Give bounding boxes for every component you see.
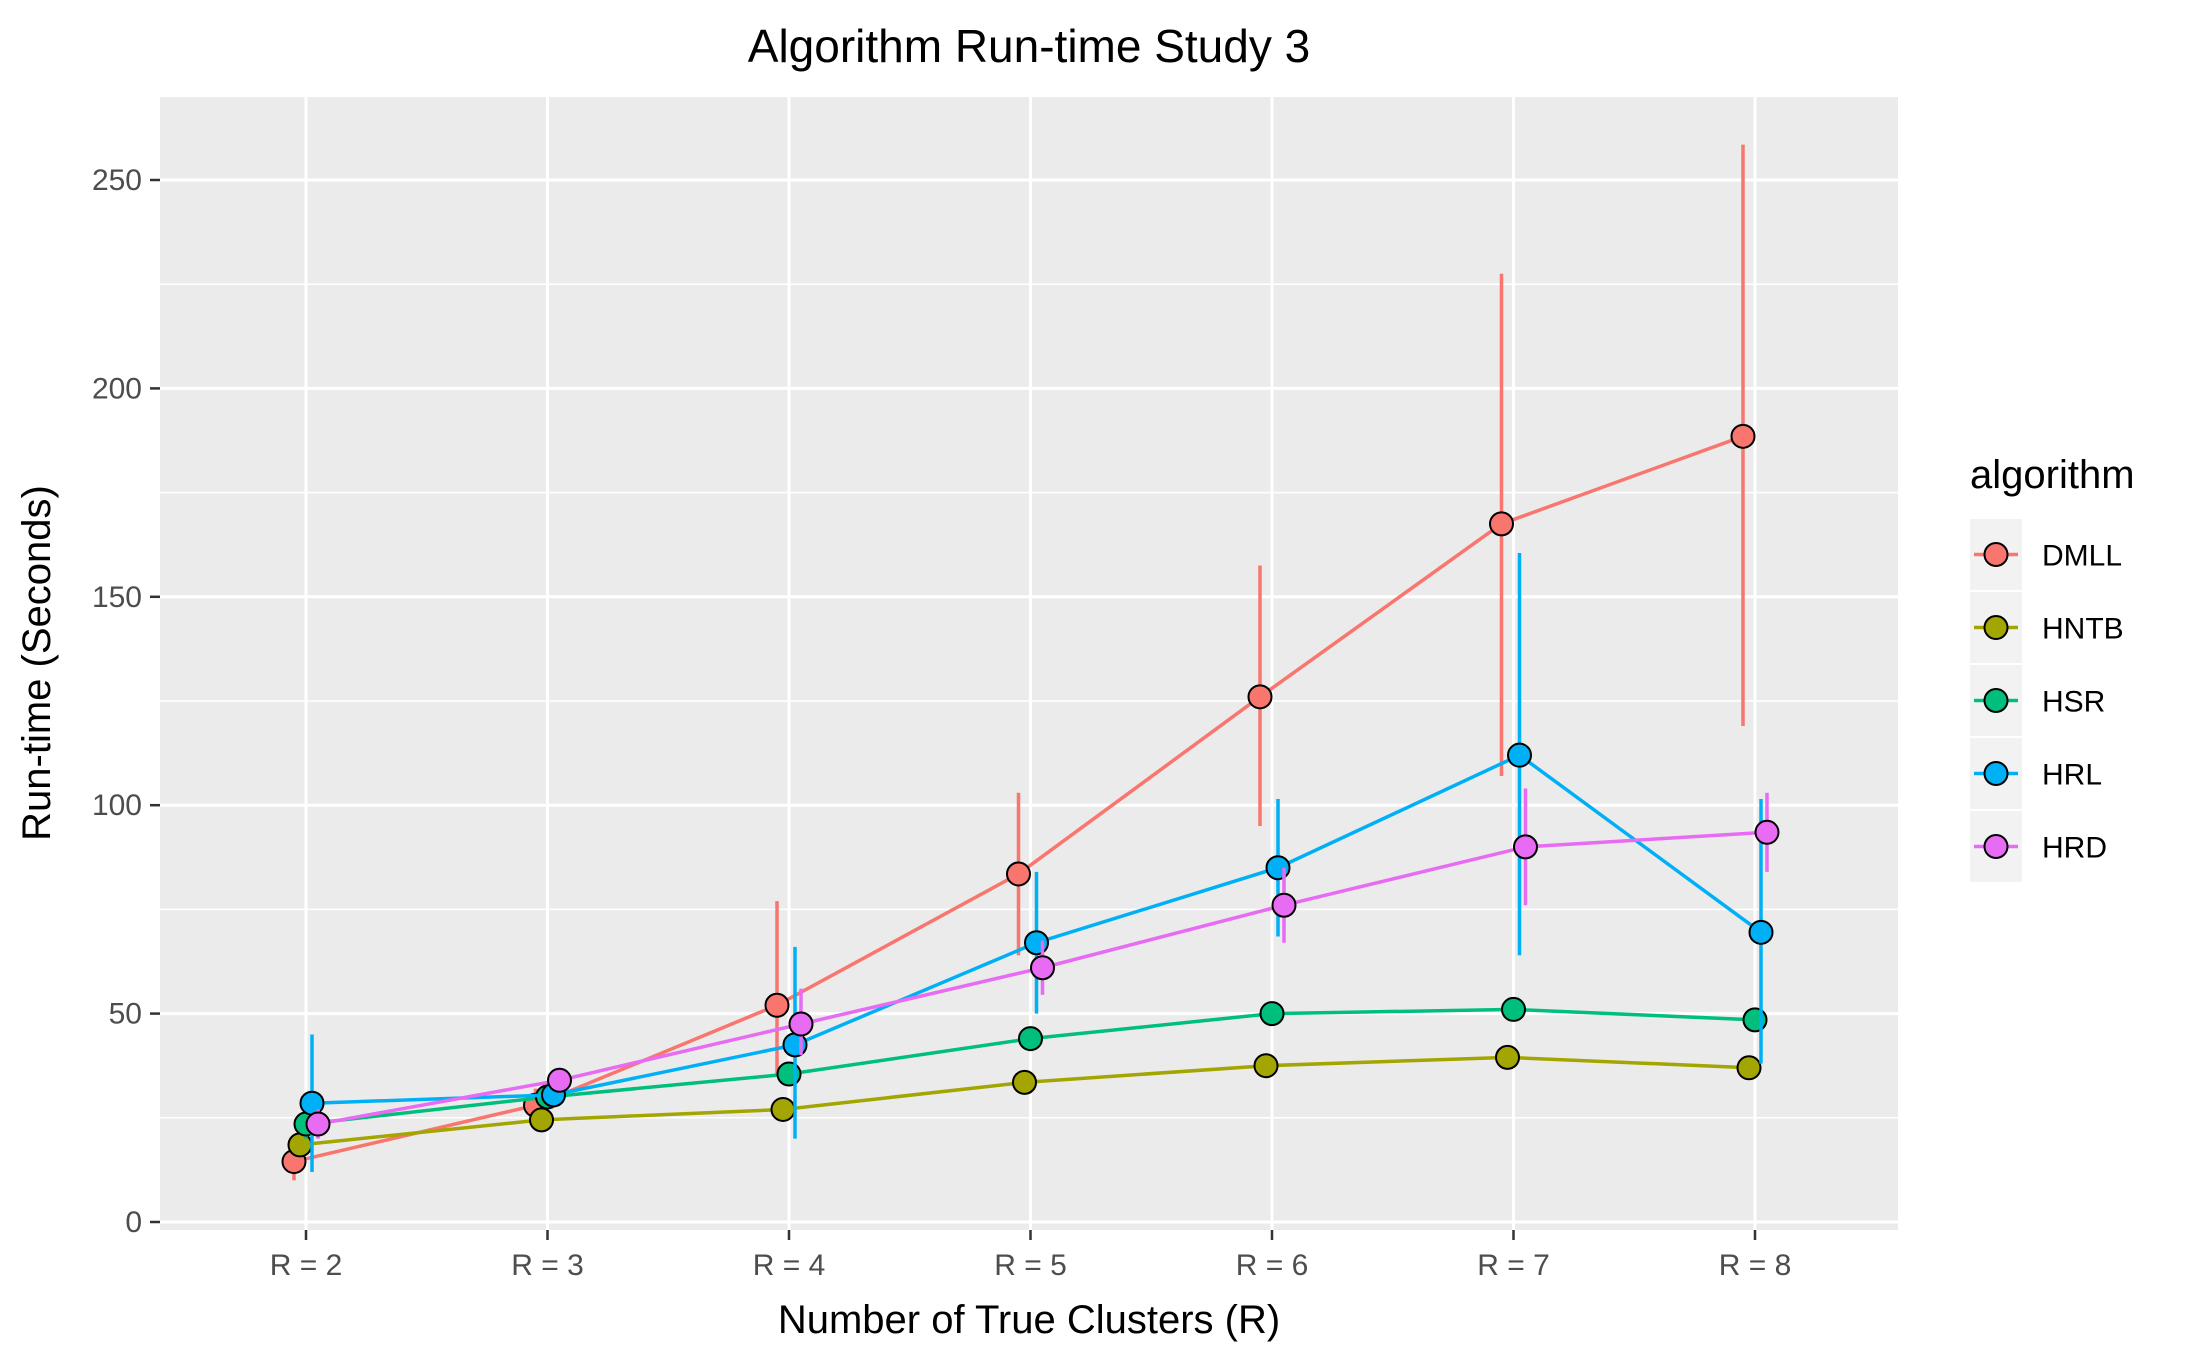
data-point <box>782 1032 808 1058</box>
data-point <box>1501 996 1526 1022</box>
series-layer <box>281 144 1780 1181</box>
legend-label: HRL <box>2042 759 2102 792</box>
legend-item-hntb: HNTB <box>1970 592 2124 663</box>
x-tick-label: R = 3 <box>511 1249 584 1282</box>
data-point <box>1742 1007 1768 1033</box>
y-tick-label: 150 <box>92 581 142 614</box>
data-point <box>788 1011 814 1037</box>
data-point <box>1006 861 1031 887</box>
x-tick-label: R = 8 <box>1719 1249 1792 1282</box>
data-point <box>529 1107 554 1133</box>
legend: algorithm DMLL HNTB HSR HRL HRD <box>1970 453 2135 882</box>
x-tick-label: R = 6 <box>1236 1249 1309 1282</box>
legend-label: DMLL <box>2042 540 2122 573</box>
y-tick-label: 250 <box>92 164 142 197</box>
data-point <box>1748 919 1774 945</box>
data-point <box>1024 930 1049 956</box>
data-point <box>1730 423 1756 449</box>
data-point <box>1495 1044 1520 1070</box>
data-point <box>770 1096 796 1122</box>
y-tick-label: 100 <box>92 789 142 822</box>
legend-item-dmll: DMLL <box>1970 519 2122 590</box>
y-axis: 0 50 100 150 200 250 <box>92 164 160 1239</box>
data-point <box>1259 1001 1285 1027</box>
data-point <box>1754 819 1780 845</box>
legend-title: algorithm <box>1970 453 2135 497</box>
x-axis: R = 2 R = 3 R = 4 R = 5 R = 6 R = 7 R = 8 <box>270 1230 1792 1282</box>
y-tick-label: 200 <box>92 372 142 405</box>
grid-major <box>160 97 1898 1230</box>
data-point <box>1271 892 1297 918</box>
data-point <box>776 1061 802 1087</box>
legend-key-point <box>1983 834 2009 859</box>
data-point <box>1265 855 1291 881</box>
data-point <box>1489 511 1514 537</box>
data-point <box>1018 1026 1043 1052</box>
legend-item-hrd: HRD <box>1970 811 2107 882</box>
data-point <box>1507 742 1532 768</box>
data-point <box>1513 834 1538 860</box>
data-point <box>1012 1069 1037 1095</box>
data-point <box>299 1090 325 1116</box>
legend-item-hsr: HSR <box>1970 665 2105 736</box>
y-axis-title: Run-time (Seconds) <box>15 485 59 841</box>
legend-label: HSR <box>2042 686 2105 719</box>
series-hrd <box>305 788 1780 1139</box>
x-tick-label: R = 4 <box>753 1249 826 1282</box>
data-point <box>547 1067 572 1093</box>
x-tick-label: R = 2 <box>270 1249 343 1282</box>
legend-label: HNTB <box>2042 613 2124 646</box>
y-tick-label: 0 <box>125 1206 142 1239</box>
legend-label: HRD <box>2042 832 2107 865</box>
data-point <box>1247 684 1273 710</box>
chart-title: Algorithm Run-time Study 3 <box>748 20 1310 72</box>
x-axis-title: Number of True Clusters (R) <box>778 1298 1280 1342</box>
y-tick-label: 50 <box>109 998 142 1031</box>
data-point <box>764 992 790 1018</box>
x-tick-label: R = 7 <box>1477 1249 1550 1282</box>
data-point <box>1736 1055 1762 1081</box>
data-point <box>1030 955 1055 981</box>
legend-key-point <box>1983 542 2009 567</box>
data-point <box>287 1132 313 1158</box>
legend-item-hrl: HRL <box>1970 738 2102 809</box>
legend-key-point <box>1983 688 2009 713</box>
legend-key-point <box>1983 615 2009 640</box>
data-point <box>305 1111 331 1137</box>
data-point <box>1253 1053 1279 1079</box>
legend-key-point <box>1983 761 2009 786</box>
x-tick-label: R = 5 <box>994 1249 1067 1282</box>
